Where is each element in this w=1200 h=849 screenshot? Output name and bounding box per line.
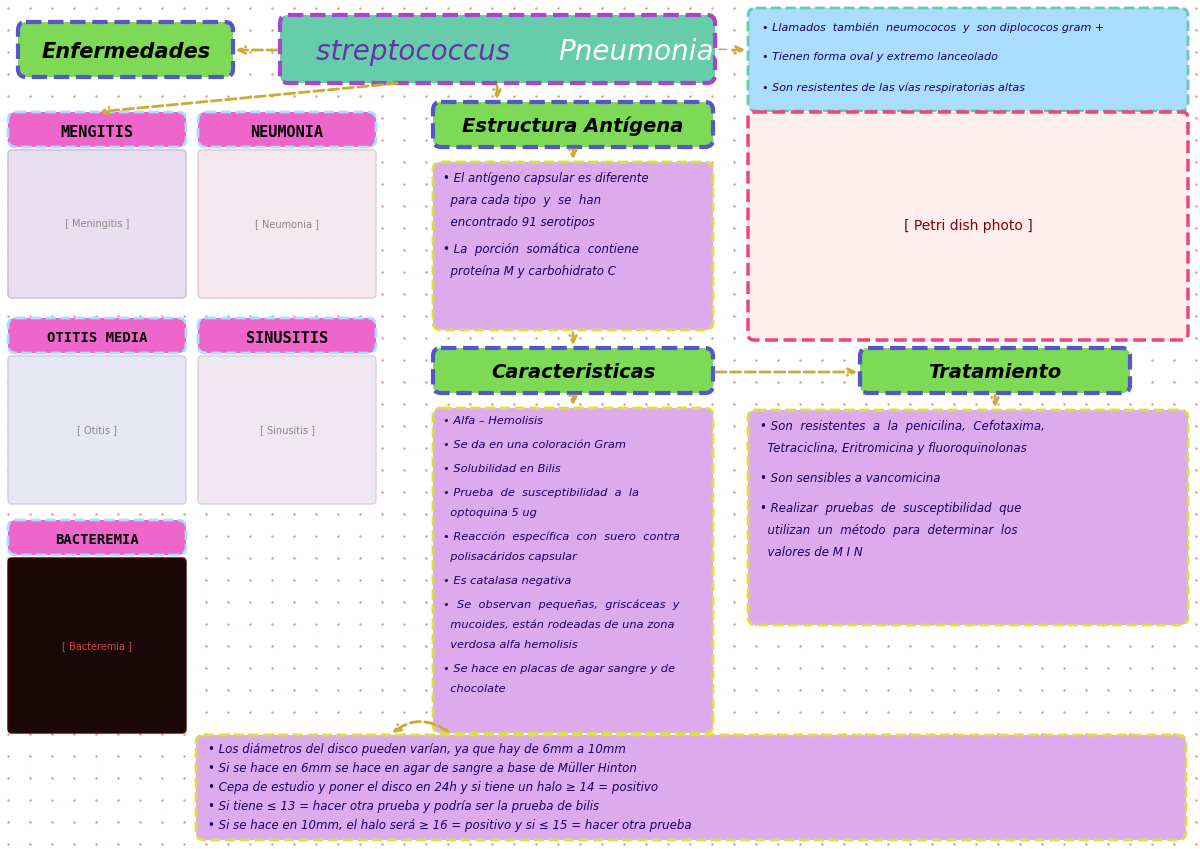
Text: OTITIS MEDIA: OTITIS MEDIA <box>47 331 148 345</box>
Text: • Solubilidad en Bilis: • Solubilidad en Bilis <box>443 464 560 474</box>
Text: [ Meningitis ]: [ Meningitis ] <box>65 219 130 229</box>
Text: utilizan  un  método  para  determinar  los: utilizan un método para determinar los <box>760 524 1018 537</box>
Text: • Se hace en placas de agar sangre y de: • Se hace en placas de agar sangre y de <box>443 664 674 674</box>
Text: [ Bacteremia ]: [ Bacteremia ] <box>62 641 132 651</box>
FancyBboxPatch shape <box>748 8 1188 111</box>
Text: • Son  resistentes  a  la  penicilina,  Cefotaxima,: • Son resistentes a la penicilina, Cefot… <box>760 420 1045 433</box>
Text: polisacáridos capsular: polisacáridos capsular <box>443 552 577 563</box>
Text: • La  porción  somática  contiene: • La porción somática contiene <box>443 243 638 256</box>
Text: • Alfa – Hemolisis: • Alfa – Hemolisis <box>443 416 542 426</box>
Text: • Realizar  pruebas  de  susceptibilidad  que: • Realizar pruebas de susceptibilidad qu… <box>760 502 1021 515</box>
FancyBboxPatch shape <box>198 318 376 353</box>
Text: BACTEREMIA: BACTEREMIA <box>55 533 139 547</box>
FancyBboxPatch shape <box>198 112 376 147</box>
Text: optoquina 5 ug: optoquina 5 ug <box>443 508 536 518</box>
Text: chocolate: chocolate <box>443 684 505 694</box>
Text: • Se da en una coloración Gram: • Se da en una coloración Gram <box>443 440 626 450</box>
FancyBboxPatch shape <box>433 102 713 147</box>
Text: • Prueba  de  susceptibilidad  a  la: • Prueba de susceptibilidad a la <box>443 488 640 498</box>
Text: proteína M y carbohidrato C: proteína M y carbohidrato C <box>443 265 616 278</box>
Text: • Son resistentes de las vías respiratorias altas: • Son resistentes de las vías respirator… <box>762 82 1025 93</box>
Text: • Son sensibles a vancomicina: • Son sensibles a vancomicina <box>760 472 941 485</box>
Text: • Tienen forma oval y extremo lanceolado: • Tienen forma oval y extremo lanceolado <box>762 52 998 62</box>
Text: [ Otitis ]: [ Otitis ] <box>77 425 118 435</box>
FancyBboxPatch shape <box>8 356 186 504</box>
Text: mucoides, están rodeadas de una zona: mucoides, están rodeadas de una zona <box>443 620 674 630</box>
FancyBboxPatch shape <box>196 735 1186 840</box>
Text: • Es catalasa negativa: • Es catalasa negativa <box>443 576 571 586</box>
Text: Tratamiento: Tratamiento <box>929 363 1062 381</box>
FancyBboxPatch shape <box>280 15 715 83</box>
Text: • Si se hace en 6mm se hace en agar de sangre a base de Müller Hinton: • Si se hace en 6mm se hace en agar de s… <box>208 762 637 775</box>
Text: • Si se hace en 10mm, el halo será ≥ 16 = positivo y si ≤ 15 = hacer otra prueba: • Si se hace en 10mm, el halo será ≥ 16 … <box>208 819 691 832</box>
Text: • Llamados  también  neumococos  y  son diplococos gram +: • Llamados también neumococos y son dipl… <box>762 22 1104 32</box>
Text: Estructura Antígena: Estructura Antígena <box>462 116 684 136</box>
FancyBboxPatch shape <box>8 318 186 353</box>
Text: [ Petri dish photo ]: [ Petri dish photo ] <box>904 219 1032 233</box>
FancyBboxPatch shape <box>198 356 376 504</box>
Text: •  Se  observan  pequeñas,  griscáceas  y: • Se observan pequeñas, griscáceas y <box>443 600 679 610</box>
Text: • Los diámetros del disco pueden varían, ya que hay de 6mm a 10mm: • Los diámetros del disco pueden varían,… <box>208 743 626 756</box>
Text: encontrado 91 serotipos: encontrado 91 serotipos <box>443 216 595 229</box>
FancyBboxPatch shape <box>8 520 186 555</box>
FancyBboxPatch shape <box>198 150 376 298</box>
FancyBboxPatch shape <box>433 348 713 393</box>
Text: NEUMONIA: NEUMONIA <box>251 125 324 139</box>
Text: Pneumoniae: Pneumoniae <box>558 38 731 66</box>
Text: • Cepa de estudio y poner el disco en 24h y si tiene un halo ≥ 14 = positivo: • Cepa de estudio y poner el disco en 24… <box>208 781 658 794</box>
Text: Caracteristicas: Caracteristicas <box>491 363 655 381</box>
FancyBboxPatch shape <box>860 348 1130 393</box>
FancyBboxPatch shape <box>748 112 1188 340</box>
Text: • Si tiene ≤ 13 = hacer otra prueba y podría ser la prueba de bilis: • Si tiene ≤ 13 = hacer otra prueba y po… <box>208 800 599 813</box>
Text: para cada tipo  y  se  han: para cada tipo y se han <box>443 194 601 207</box>
FancyBboxPatch shape <box>8 150 186 298</box>
Text: valores de M I N: valores de M I N <box>760 546 863 559</box>
Text: Enfermedades: Enfermedades <box>42 42 210 62</box>
Text: MENGITIS: MENGITIS <box>60 125 133 139</box>
Text: • Reacción  específica  con  suero  contra: • Reacción específica con suero contra <box>443 532 680 543</box>
Text: Tetraciclina, Eritromicina y fluoroquinolonas: Tetraciclina, Eritromicina y fluoroquino… <box>760 442 1027 455</box>
FancyBboxPatch shape <box>433 408 713 733</box>
FancyBboxPatch shape <box>433 162 713 330</box>
Text: [ Neumonia ]: [ Neumonia ] <box>256 219 319 229</box>
FancyBboxPatch shape <box>8 558 186 733</box>
Text: streptococcus: streptococcus <box>316 38 520 66</box>
Text: [ Sinusitis ]: [ Sinusitis ] <box>259 425 314 435</box>
Text: • El antígeno capsular es diferente: • El antígeno capsular es diferente <box>443 172 649 185</box>
FancyBboxPatch shape <box>748 410 1188 625</box>
Text: SINUSITIS: SINUSITIS <box>246 330 328 346</box>
FancyBboxPatch shape <box>8 112 186 147</box>
FancyBboxPatch shape <box>18 22 233 77</box>
Text: verdosa alfa hemolisis: verdosa alfa hemolisis <box>443 640 577 650</box>
